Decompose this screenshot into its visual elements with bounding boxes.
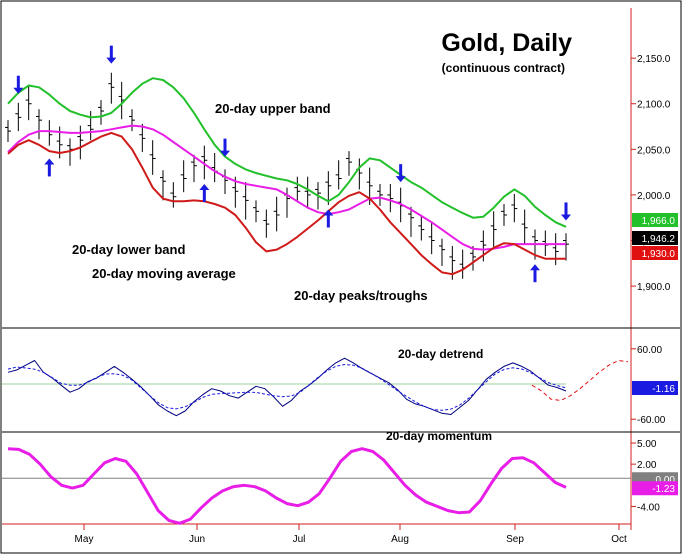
trough-arrow-icon (530, 264, 540, 271)
x-axis: May Jun Jul Aug Sep Oct (75, 524, 627, 545)
price-badge-bg (632, 246, 678, 260)
momentum-panel: 5.00 2.00 -4.00 0.00-1.23 (2, 439, 678, 525)
annotation-lower-band: 20-day lower band (72, 242, 185, 257)
detrend-line (7, 357, 567, 417)
peak-arrow-icon (395, 176, 406, 183)
momentum-title: 20-day momentum (386, 429, 492, 443)
peak-arrow-icon (220, 150, 230, 157)
x-tick-label: Jun (189, 534, 205, 545)
annotation-upper-band: 20-day upper band (215, 101, 331, 116)
price-y-tick: 2,050.0 (637, 145, 671, 156)
peak-arrow-icon (13, 87, 24, 94)
peak-arrow-icon (561, 214, 571, 221)
detrend-y-tick: 60.00 (637, 345, 662, 356)
trough-arrow-icon (44, 158, 55, 165)
price-y-tick: 2,000.0 (637, 191, 671, 202)
annotation-moving-average: 20-day moving average (92, 266, 236, 281)
detrend-y-tick: -60.00 (637, 415, 666, 426)
chart-title: Gold, Daily (441, 29, 572, 57)
x-tick-label: May (75, 534, 94, 545)
trough-arrow-icon (323, 209, 334, 216)
chart-subtitle: (continuous contract) (442, 61, 565, 75)
peak-arrow-icon (106, 57, 117, 64)
price-badge: 1,966.0 (642, 216, 676, 227)
momentum-badge: -1.23 (652, 484, 675, 495)
momentum-badge: 0.00 (656, 475, 676, 486)
price-badge: 1,930.0 (642, 249, 676, 260)
annotation-peaks-troughs: 20-day peaks/troughs (294, 288, 428, 303)
price-badge-bg (632, 213, 678, 227)
momentum-y-tick: 5.00 (637, 439, 657, 450)
momentum-line (7, 447, 567, 525)
price-panel: 2,150.02,100.02,050.02,000.01,950.01,900… (5, 45, 678, 293)
momentum-badge-bg (632, 481, 678, 496)
momentum-y-tick: 2.00 (637, 460, 657, 471)
detrend-panel: 60.00 -60.00 -1.16 (2, 345, 678, 426)
x-tick-label: Aug (391, 534, 409, 545)
detrend-badge-bg (632, 381, 678, 395)
price-badge: 1,946.2 (642, 234, 676, 245)
price-y-tick: 1,900.0 (637, 282, 671, 293)
lower-band-line (7, 131, 566, 276)
price-y-tick: 2,100.0 (637, 100, 671, 111)
detrend-smooth-line (7, 364, 567, 411)
upper-band-line (7, 77, 567, 228)
detrend-projection-line (531, 360, 629, 401)
x-tick-label: Sep (506, 534, 524, 545)
price-y-tick: 2,150.0 (637, 54, 671, 65)
x-tick-label: Oct (611, 534, 627, 545)
detrend-badge: -1.16 (652, 384, 675, 395)
detrend-title: 20-day detrend (398, 347, 483, 361)
momentum-y-tick: -4.00 (637, 502, 660, 513)
price-badge-bg (632, 231, 678, 245)
x-tick-label: Jul (293, 534, 306, 545)
trough-arrow-icon (199, 183, 210, 190)
moving-average-line (7, 124, 566, 251)
